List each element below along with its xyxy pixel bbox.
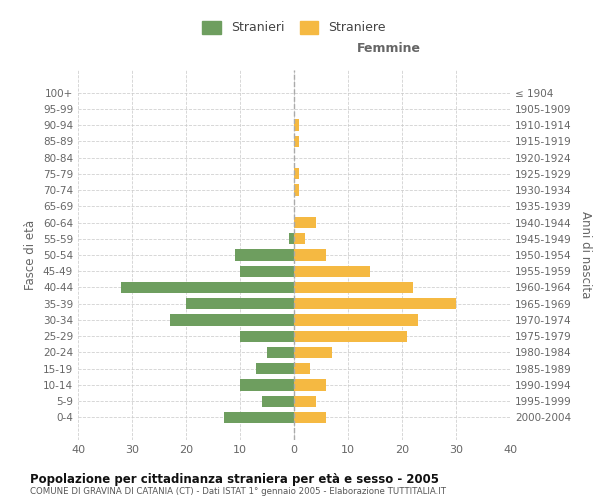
Y-axis label: Fasce di età: Fasce di età	[25, 220, 37, 290]
Bar	[294, 298, 456, 310]
Bar	[186, 298, 294, 310]
Bar	[240, 330, 294, 342]
Bar	[294, 396, 316, 407]
Bar	[294, 314, 418, 326]
Bar	[294, 184, 299, 196]
Bar	[256, 363, 294, 374]
Bar	[240, 380, 294, 390]
Bar	[294, 168, 299, 179]
Bar	[235, 250, 294, 260]
Bar	[170, 314, 294, 326]
Text: Popolazione per cittadinanza straniera per età e sesso - 2005: Popolazione per cittadinanza straniera p…	[30, 472, 439, 486]
Y-axis label: Anni di nascita: Anni di nascita	[580, 212, 592, 298]
Bar	[294, 412, 326, 423]
Bar	[294, 120, 299, 130]
Bar	[224, 412, 294, 423]
Text: COMUNE DI GRAVINA DI CATANIA (CT) - Dati ISTAT 1° gennaio 2005 - Elaborazione TU: COMUNE DI GRAVINA DI CATANIA (CT) - Dati…	[30, 488, 446, 496]
Bar	[294, 282, 413, 293]
Bar	[294, 233, 305, 244]
Bar	[240, 266, 294, 277]
Bar	[294, 250, 326, 260]
Bar	[289, 233, 294, 244]
Bar	[294, 217, 316, 228]
Bar	[262, 396, 294, 407]
Legend: Stranieri, Straniere: Stranieri, Straniere	[199, 17, 389, 38]
Bar	[121, 282, 294, 293]
Bar	[294, 380, 326, 390]
Bar	[294, 347, 332, 358]
Bar	[294, 363, 310, 374]
Bar	[294, 330, 407, 342]
Bar	[294, 136, 299, 147]
Bar	[294, 266, 370, 277]
Text: Femmine: Femmine	[357, 42, 421, 55]
Bar	[267, 347, 294, 358]
